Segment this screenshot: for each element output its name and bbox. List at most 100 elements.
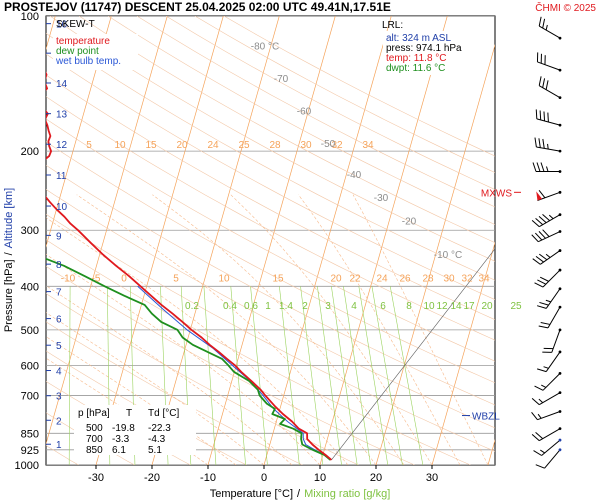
isotherm-line [151,16,280,465]
dry-adiabat [107,16,495,225]
dry-adiabat-label: -50 [321,139,336,150]
wind-barb [538,305,562,329]
moist-adiabat [230,194,433,465]
isotherm-label-400: 28 [422,273,434,284]
altitude-tick-label: 5 [56,341,62,352]
table-cell: -4.3 [148,434,166,445]
dry-adiabat [46,118,495,362]
dry-adiabat-label: -80 °C [251,42,279,53]
wind-barb-half [545,253,551,258]
wind-barb-full [536,368,547,373]
y-axis-title-sep: / [3,251,15,255]
wind-barb-full [531,234,539,243]
header-title: PROSTEJOV (11747) DESCENT 25.04.2025 02:… [4,0,391,14]
table-cell: 5.1 [148,445,162,456]
pressure-tick-label: 100 [21,11,39,23]
mixing-ratio-line [279,286,300,465]
table-cell: 700 [86,434,103,445]
x-tick-label: -30 [88,472,104,484]
mxws-marker: MXWS [481,188,512,199]
wind-barb-base [558,350,562,354]
wind-barb-full [537,279,547,285]
plot-frame [45,15,496,466]
moist-adiabat [46,336,237,465]
table-header: Td [°C] [148,408,179,419]
isotherm-label-200: 28 [269,140,281,151]
table-header: p [hPa] [78,408,110,419]
wind-barb-full [542,78,546,88]
x-tick-label: 20 [370,472,382,484]
profile-lines [46,71,495,461]
altitude-tick-label: 7 [56,288,62,299]
table-cell: -22.3 [148,423,171,434]
isotherm-label-200: 24 [207,140,219,151]
wind-barb-base [558,149,562,153]
isotherm-label-400: 10 [218,273,230,284]
dry-adiabat [78,16,495,244]
mixing-ratio-line [371,286,403,465]
wind-barb-base [558,391,562,395]
wind-barb-full [539,110,542,120]
altitude-tick-label: 3 [56,392,62,403]
parcel-line [331,248,495,461]
wind-barb-half [537,413,542,419]
mixing-ratio-label: 2 [302,301,308,312]
isotherm-label-400: 22 [349,273,361,284]
wind-barb [531,391,562,406]
wind-barb-staff [545,351,561,372]
moist-adiabat [46,285,293,465]
wind-barb-full [532,162,537,172]
dry-adiabat-label: -40 [347,170,362,181]
isotherm-line [544,16,600,465]
wind-barb-full [535,464,545,469]
wind-barb-base [558,123,562,127]
wind-barb-full [539,301,549,306]
dew-point-line [46,257,331,461]
wind-barb-full [535,109,538,119]
wind-barb-half [545,299,551,303]
wind-barb-full [534,137,537,148]
wind-barb-full [542,214,550,222]
altitude-tick-label: 11 [56,171,67,182]
wind-barb-staff [537,191,561,201]
dry-adiabat [46,53,495,300]
isotherm-label-200: 25 [238,140,250,151]
moist-adiabat [352,194,489,465]
wind-barb-full [538,76,542,86]
x-tick-label: -20 [144,472,160,484]
wind-barb-base [558,305,562,309]
legend-wet-bulb: wet bulb temp. [55,56,121,67]
wind-barb-full [535,218,544,226]
wind-barb-full [538,325,549,329]
moist-adiabat [46,217,349,465]
mixing-ratio-label: 0.4 [223,301,237,312]
legend-dew-point: dew point [56,46,99,57]
wind-barb-base [558,96,562,100]
wind-barb [532,249,562,265]
wind-barb-staff [536,146,561,152]
wind-barb [535,448,562,469]
wind-barb-base [558,448,562,452]
wind-barb-base [558,427,562,431]
wind-barb [536,52,562,72]
isotherm-line [375,43,495,465]
wind-barb [531,410,562,421]
isotherm-line [95,16,224,465]
background-lines [46,16,600,465]
table-cell: -19.8 [112,423,135,434]
wind-barb-full [547,112,549,123]
wind-barb-base [558,438,562,442]
mixing-ratio-line [203,286,217,465]
mixing-ratio-line [300,286,324,465]
lrl-line: alt: 324 m ASL [386,33,451,44]
dry-adiabat [46,189,495,429]
altitude-tick-label: 6 [56,315,62,326]
wind-barb-full [538,138,541,148]
wind-barb-full [542,229,550,237]
temperature-line [46,71,333,461]
legend-box [53,34,138,70]
dry-adiabat [46,164,495,406]
levels-table: p [hPa] T Td [°C] 500 -19.8 -22.3 700 -3.3 -4.3 8… [78,408,179,456]
